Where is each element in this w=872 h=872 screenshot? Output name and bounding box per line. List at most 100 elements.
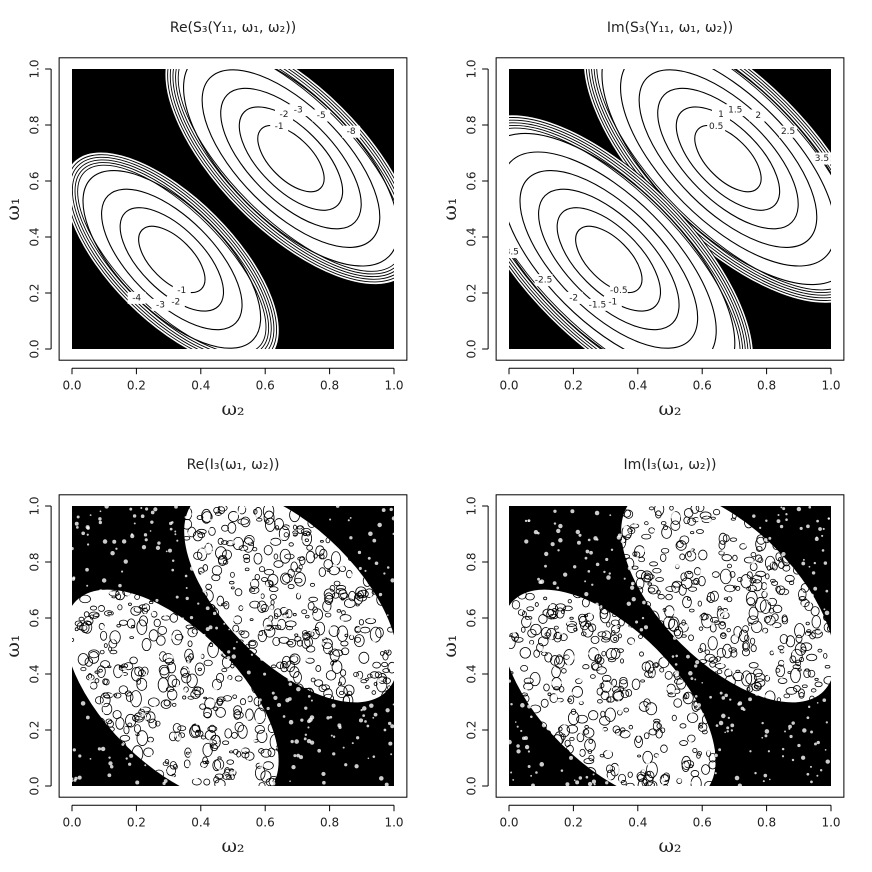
noise-speck — [310, 699, 313, 702]
noise-contour — [118, 619, 128, 626]
noise-contour — [334, 512, 341, 519]
noise-speck — [281, 602, 286, 607]
noise-contour — [606, 554, 611, 561]
noise-contour — [214, 511, 222, 516]
noise-contour — [328, 650, 333, 656]
noise-contour — [314, 698, 322, 704]
noise-contour — [328, 529, 335, 534]
noise-contour — [205, 583, 213, 590]
noise-speck — [769, 560, 773, 564]
y-axis-label: ω₁ — [439, 634, 461, 657]
noise-speck — [710, 748, 715, 753]
noise-speck — [606, 682, 612, 688]
noise-speck — [94, 629, 99, 634]
noise-contour — [316, 518, 325, 524]
noise-contour — [317, 715, 327, 728]
noise-contour — [791, 740, 803, 755]
noise-contour — [785, 687, 798, 695]
noise-contour — [319, 540, 324, 543]
noise-contour — [625, 782, 635, 786]
noise-speck — [669, 728, 672, 732]
noise-contour — [777, 511, 782, 516]
noise-speck — [364, 720, 367, 723]
noise-speck — [212, 611, 217, 616]
noise-contour — [561, 668, 567, 674]
contour-label-bg — [270, 120, 289, 133]
noise-contour — [313, 697, 323, 705]
noise-speck — [174, 630, 177, 633]
noise-contour — [153, 769, 165, 780]
noise-contour — [584, 506, 590, 512]
noise-contour — [78, 624, 88, 632]
noise-speck — [288, 594, 293, 599]
noise-speck — [599, 605, 603, 608]
noise-contour — [237, 639, 244, 644]
noise-contour — [817, 721, 823, 729]
noise-speck — [354, 764, 359, 769]
noise-contour — [315, 748, 322, 757]
noise-contour — [824, 664, 831, 669]
noise-speck — [698, 640, 702, 644]
noise-contour — [363, 779, 374, 786]
noise-contour — [287, 728, 292, 731]
noise-speck — [326, 639, 329, 643]
noise-speck — [143, 533, 148, 537]
noise-contour — [244, 567, 250, 572]
noise-speck — [76, 515, 80, 519]
noise-speck — [825, 721, 828, 724]
noise-speck — [135, 732, 138, 735]
noise-contour — [599, 608, 611, 624]
noise-speck — [307, 719, 311, 724]
noise-contour — [262, 617, 273, 631]
noise-contour — [298, 564, 303, 570]
noise-speck — [640, 696, 645, 701]
noise-speck — [776, 606, 781, 611]
noise-contour — [667, 692, 677, 698]
noise-contour — [148, 718, 158, 729]
noise-contour — [384, 520, 393, 526]
noise-contour — [365, 727, 376, 738]
noise-contour — [141, 561, 152, 568]
noise-speck — [304, 621, 307, 624]
noise-contour — [229, 580, 235, 585]
noise-contour — [92, 509, 98, 517]
noise-speck — [155, 758, 160, 763]
noise-speck — [275, 620, 279, 624]
noise-speck — [770, 618, 775, 623]
noise-contour — [325, 509, 330, 514]
noise-speck — [275, 519, 279, 523]
noise-speck — [231, 654, 236, 659]
noise-contour — [565, 514, 577, 525]
noise-contour — [795, 634, 803, 643]
noise-contour — [115, 513, 121, 519]
noise-contour — [732, 671, 744, 682]
noise-speck — [244, 581, 250, 586]
noise-speck — [694, 664, 698, 668]
noise-speck — [206, 775, 209, 778]
noise-contour — [567, 710, 580, 726]
noise-contour — [249, 600, 261, 609]
noise-contour — [211, 565, 223, 576]
noise-speck — [262, 585, 266, 589]
noise-speck — [626, 601, 632, 606]
x-tick-label: 0.4 — [628, 379, 647, 393]
noise-contour — [771, 622, 782, 629]
noise-contour — [698, 725, 703, 729]
noise-contour — [804, 709, 812, 717]
noise-speck — [89, 514, 92, 517]
noise-contour — [803, 734, 814, 747]
contour-label-bg — [609, 284, 628, 297]
noise-speck — [660, 783, 664, 786]
noise-contour — [116, 624, 121, 628]
noise-contour — [254, 573, 260, 581]
noise-contour — [337, 681, 343, 687]
noise-speck — [287, 677, 292, 682]
noise-contour — [382, 759, 387, 763]
noise-speck — [530, 774, 533, 777]
noise-speck — [631, 583, 634, 586]
noise-contour — [814, 681, 823, 688]
noise-speck — [349, 536, 353, 540]
noise-speck — [683, 763, 687, 767]
noise-contour — [654, 635, 659, 639]
noise-contour — [285, 608, 293, 619]
